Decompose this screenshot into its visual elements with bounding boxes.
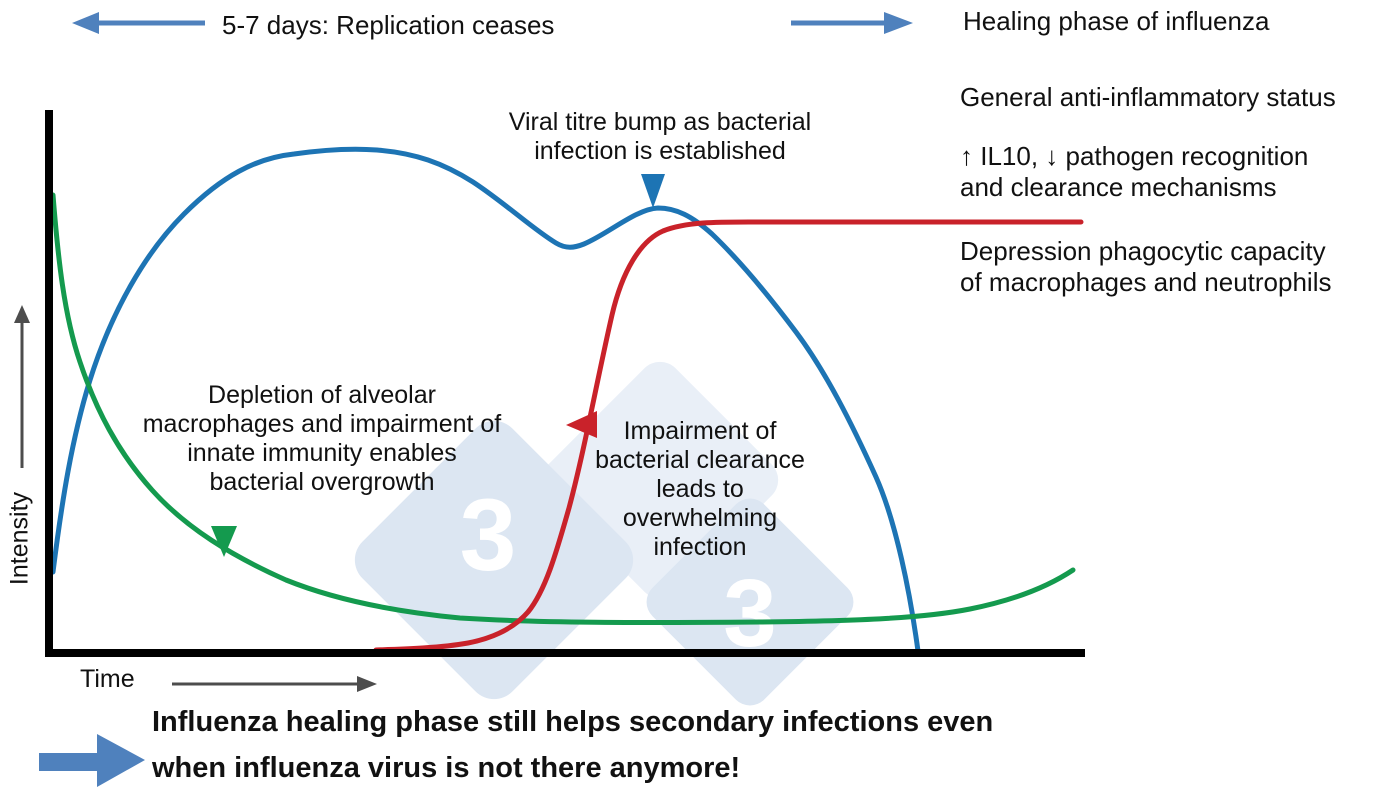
macrophage-depletion-pointer-icon [211,526,237,557]
viral-titre-curve [50,146,921,654]
viral-bump-pointer-icon [641,174,665,208]
watermark-glyph-3-large: 3 [460,478,517,592]
healing-phase-arrow-icon [791,12,913,34]
replication-arrow-head [72,12,99,34]
intensity-axis-arrow-icon [14,305,30,468]
healing-phase-label: Healing phase of influenza [963,6,1270,36]
viral-bump-annotation: Viral titre bump as bacterial infection … [508,108,812,165]
y-axis-label: Intensity [5,491,34,586]
time-arrow-head [357,676,377,692]
x-axis-label: Time [80,665,135,693]
y-axis-line [45,110,53,657]
innate-immunity-curve [50,192,1076,626]
macrophage-depletion-annotation: Depletion of alveolar macrophages and im… [142,381,502,496]
watermark-diamond-large [354,420,634,700]
bacterial-rise-pointer-icon [566,411,597,438]
replication-ceases-arrow-icon [72,12,205,34]
x-axis-line [45,649,1085,657]
bacterial-infection-curve [373,219,1084,653]
time-axis-arrow-icon [172,676,377,692]
bacterial-clearance-annotation: Impairment of bacterial clearance leads … [595,417,805,561]
conclusion-text-line1: Influenza healing phase still helps seco… [152,706,994,738]
anti-inflammatory-status-label: General anti-inflammatory status [960,82,1336,112]
healing-arrow-head [884,12,913,34]
conclusion-block-arrow-icon [39,734,145,787]
conclusion-text-line2: when influenza virus is not there anymor… [152,752,741,784]
intensity-arrow-head [14,305,30,323]
il10-pathogen-recognition-label: ↑ IL10, ↓ pathogen recognition and clear… [960,141,1309,202]
replication-ceases-label: 5-7 days: Replication ceases [222,10,555,40]
phagocytic-depression-label: Depression phagocytic capacity of macrop… [960,236,1332,297]
